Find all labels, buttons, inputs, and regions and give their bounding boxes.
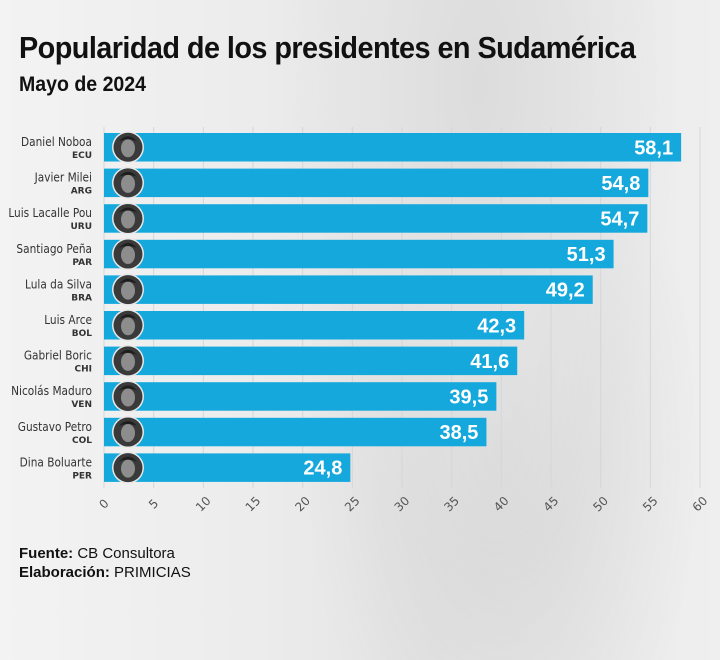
bar-row: Javier Milei ARG 54,8 [34,166,649,199]
bar-row: Gabriel Boric CHI 41,6 [24,344,518,377]
tick-label: 35 [441,494,462,515]
credit-value: PRIMICIAS [114,564,191,581]
avatar-face [121,424,135,443]
bar [104,275,593,304]
avatar-hair [119,243,137,249]
x-axis-ticks: 0 5 10 15 20 25 30 35 40 45 50 55 60 [96,494,710,515]
bar-row: Gustavo Petro COL 38,5 [18,416,487,449]
tick-label: 45 [541,494,562,515]
bars: Daniel Noboa ECU 58,1 Javier Milei ARG 54,8 Lu… [8,131,682,484]
country-code-label: ARG [71,187,92,197]
avatar-hair [119,207,137,213]
value-label: 42,3 [477,315,516,337]
tick-label: 40 [491,494,512,515]
value-label: 54,8 [601,173,640,195]
category-label: Gustavo Petro [18,420,92,434]
tick-label: 60 [690,494,711,515]
avatar-hair [119,278,137,284]
country-code-label: VEN [71,400,92,410]
value-label: 54,7 [600,208,639,230]
source-value: CB Consultora [77,545,175,562]
category-label: Santiago Peña [16,242,92,256]
avatar-face [121,246,135,265]
category-label: Lula da Silva [25,278,92,292]
source-label: Fuente: [19,545,74,562]
avatar-face [121,352,135,371]
avatar-hair [119,421,137,427]
country-code-label: URU [70,222,92,232]
value-label: 38,5 [439,422,478,444]
avatar-face [121,210,135,229]
bar-row: Santiago Peña PAR 51,3 [16,238,614,271]
bar [104,346,518,376]
avatar-hair [119,456,137,462]
avatar-face [121,317,135,336]
value-label: 49,2 [546,280,585,302]
tick-label: 10 [193,494,214,515]
avatar-hair [119,314,137,320]
bar-row: Daniel Noboa ECU 58,1 [21,131,682,164]
tick-label: 15 [243,494,264,515]
avatar-hair [119,385,137,391]
bar [104,417,487,447]
avatar-face [121,388,135,407]
category-label: Daniel Noboa [21,135,92,149]
chart-title: Popularidad de los presidentes en Sudamé… [19,30,636,65]
source-line: Fuente: CB Consultora [19,544,191,563]
tick-label: 25 [342,494,363,515]
country-code-label: BRA [71,293,92,303]
value-label: 24,8 [303,458,342,480]
avatar-face [121,139,135,158]
bar [104,204,648,233]
avatar-face [121,281,135,300]
value-label: 51,3 [567,244,606,266]
value-label: 39,5 [449,386,488,408]
bar [104,239,614,269]
category-label: Javier Milei [34,171,92,185]
tick-label: 5 [146,496,161,511]
category-label: Dina Boluarte [20,456,92,470]
bar [104,311,525,340]
category-label: Luis Arce [44,313,92,327]
value-label: 41,6 [470,351,509,373]
country-code-label: COL [72,436,92,446]
avatar-hair [119,136,137,142]
avatar-face [121,174,135,193]
bar [104,453,351,482]
tick-label: 30 [392,494,413,515]
category-label: Nicolás Maduro [11,385,92,399]
country-code-label: PER [72,471,92,481]
country-code-label: BOL [72,329,93,339]
credit-line: Elaboración: PRIMICIAS [19,563,191,582]
country-code-label: CHI [75,365,93,375]
category-label: Luis Lacalle Pou [8,207,92,221]
category-label: Gabriel Boric [24,349,92,363]
chart-subtitle: Mayo de 2024 [19,73,147,96]
avatar-hair [119,171,137,177]
avatar-hair [119,349,137,355]
footer: Fuente: CB Consultora Elaboración: PRIMI… [19,544,191,582]
tick-label: 0 [96,496,111,511]
country-code-label: PAR [72,258,92,268]
avatar-face [121,459,135,478]
bar [104,382,497,411]
bar-chart: Daniel Noboa ECU 58,1 Javier Milei ARG 54,8 Lu… [8,127,710,515]
tick-label: 50 [590,494,611,515]
tick-label: 20 [292,494,313,515]
bar [104,168,649,198]
credit-label: Elaboración: [19,564,110,581]
value-label: 58,1 [634,137,673,159]
tick-label: 55 [640,494,661,515]
country-code-label: ECU [72,151,92,161]
bar-row: Luis Arce BOL 42,3 [44,309,525,342]
bar [104,133,682,162]
